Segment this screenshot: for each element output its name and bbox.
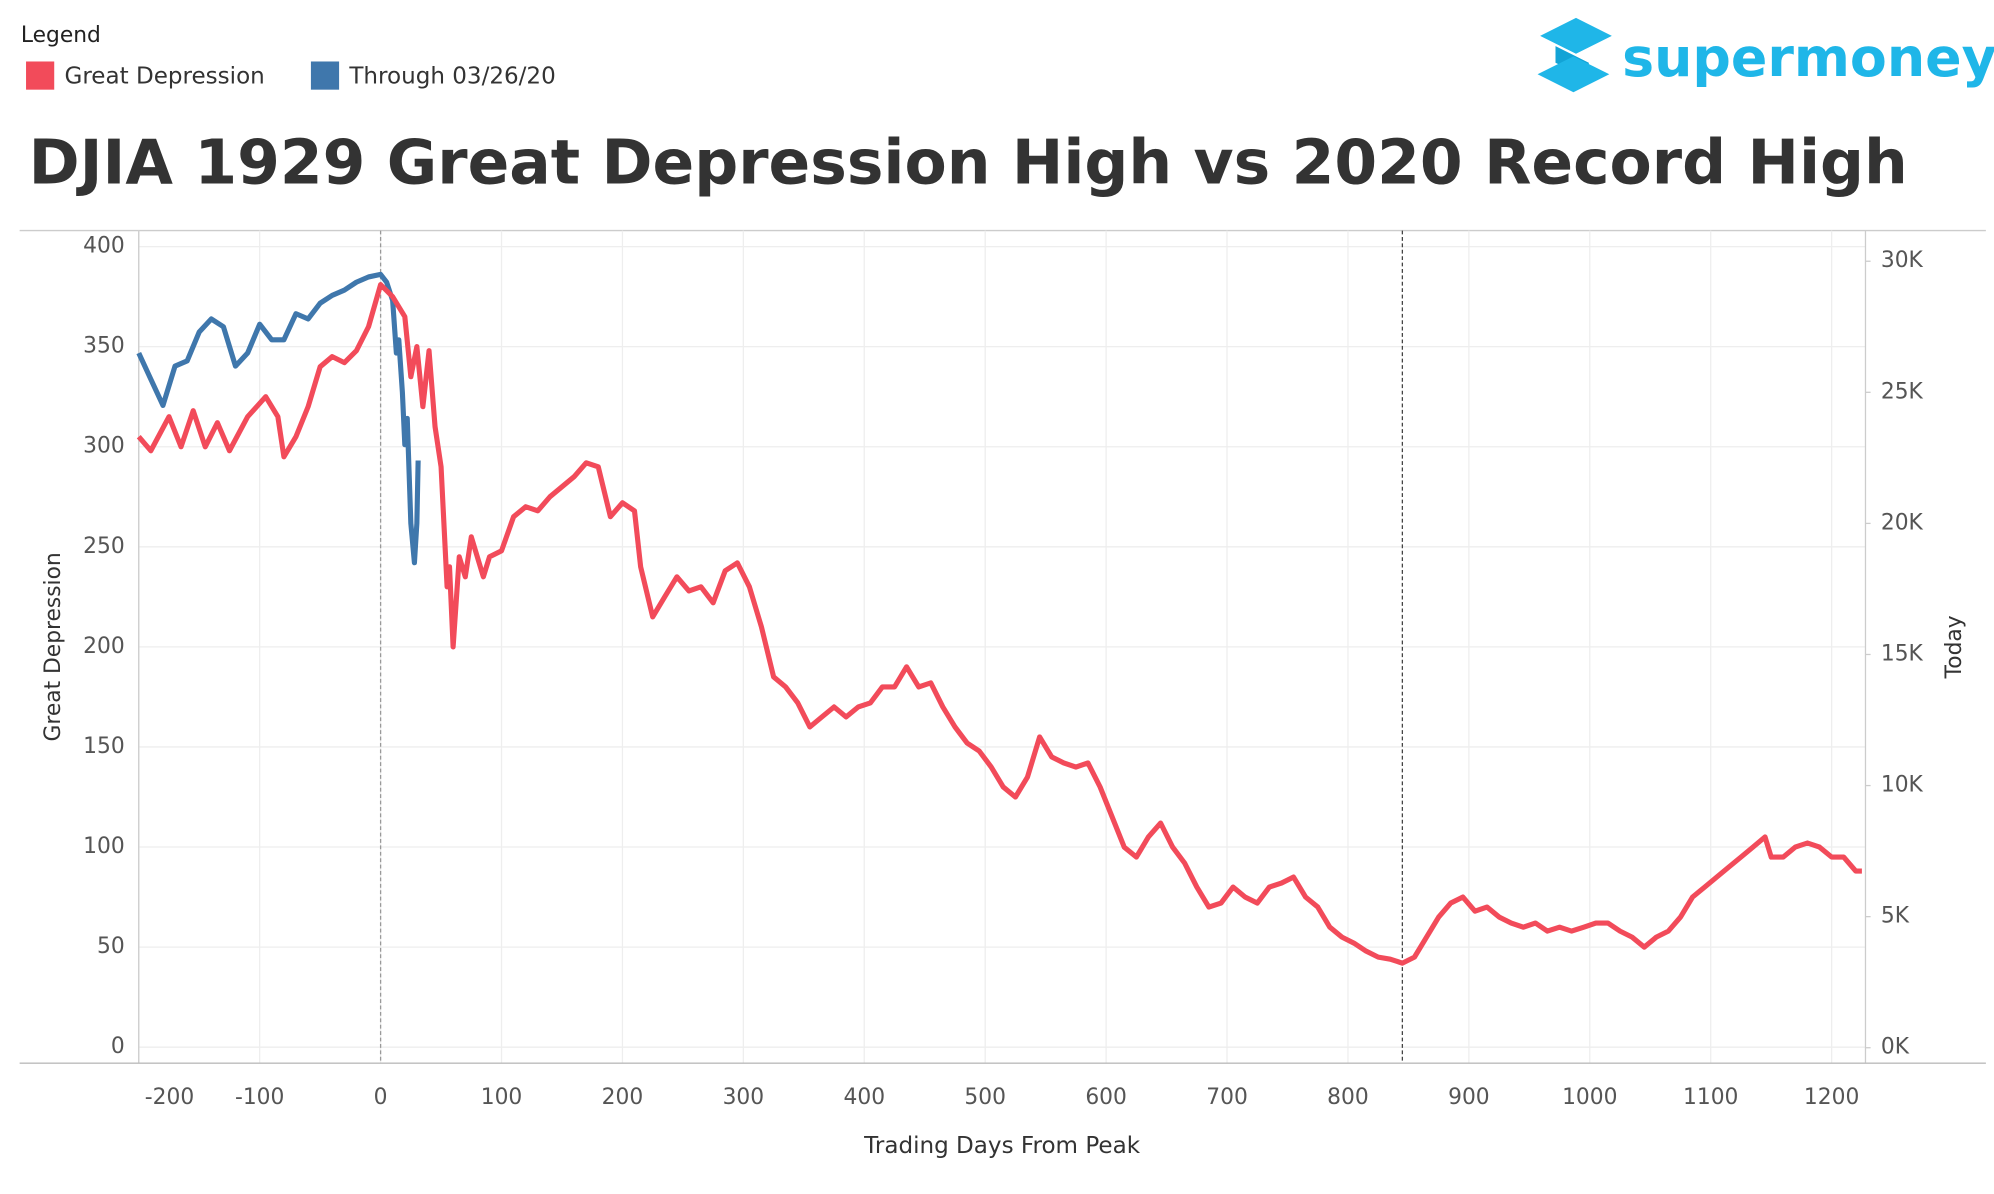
legend-title: Legend	[21, 23, 101, 48]
x-tick-label: 600	[1085, 1085, 1127, 1110]
legend-label: Great Depression	[64, 63, 264, 89]
legend-swatch	[26, 61, 55, 90]
y2-tick-label: 10K	[1881, 773, 1924, 798]
legend-label: Through 03/26/20	[348, 63, 555, 89]
x-tick-label: 1100	[1683, 1085, 1738, 1110]
y-tick-label: 300	[83, 434, 125, 459]
x-tick-label: 1200	[1804, 1085, 1859, 1110]
y-tick-label: 200	[83, 634, 125, 659]
y-tick-label: 0	[111, 1034, 125, 1059]
x-tick-label: 800	[1327, 1085, 1369, 1110]
y-tick-label: 150	[83, 734, 125, 759]
x-tick-label: 200	[602, 1085, 644, 1110]
y2-axis-label: Today	[1942, 615, 1967, 679]
series-line	[136, 271, 421, 566]
x-tick-label: 500	[964, 1085, 1006, 1110]
y-tick-label: 250	[83, 534, 125, 559]
x-tick-label: -200	[145, 1085, 194, 1110]
y2-tick-label: 20K	[1881, 510, 1924, 535]
x-tick-label: 900	[1448, 1085, 1490, 1110]
x-tick-label: 400	[844, 1085, 886, 1110]
y2-tick-label: 25K	[1881, 379, 1924, 404]
y2-tick-label: 30K	[1881, 248, 1924, 273]
legend-swatch	[310, 61, 340, 90]
y2-tick-label: 15K	[1881, 641, 1924, 666]
x-tick-label: 100	[481, 1085, 523, 1110]
x-tick-label: 300	[723, 1085, 765, 1110]
logo-icon	[1537, 17, 1612, 93]
y2-tick-label: 5K	[1881, 904, 1910, 929]
y-tick-label: 350	[83, 334, 125, 359]
y-tick-label: 50	[97, 934, 125, 959]
x-axis-label: Trading Days From Peak	[863, 1133, 1141, 1159]
y-tick-label: 400	[83, 234, 125, 259]
logo-text: supermoney	[1622, 26, 1994, 89]
x-tick-label: 0	[374, 1085, 388, 1110]
x-tick-label: 1000	[1562, 1085, 1617, 1110]
y2-tick-label: 0K	[1881, 1035, 1910, 1060]
y-axis-label: Great Depression	[41, 552, 66, 741]
chart-title: DJIA 1929 Great Depression High vs 2020 …	[29, 128, 1908, 199]
y-tick-label: 100	[83, 834, 125, 859]
series-line	[136, 282, 1862, 966]
x-tick-label: 700	[1206, 1085, 1248, 1110]
x-tick-label: -100	[235, 1085, 284, 1110]
